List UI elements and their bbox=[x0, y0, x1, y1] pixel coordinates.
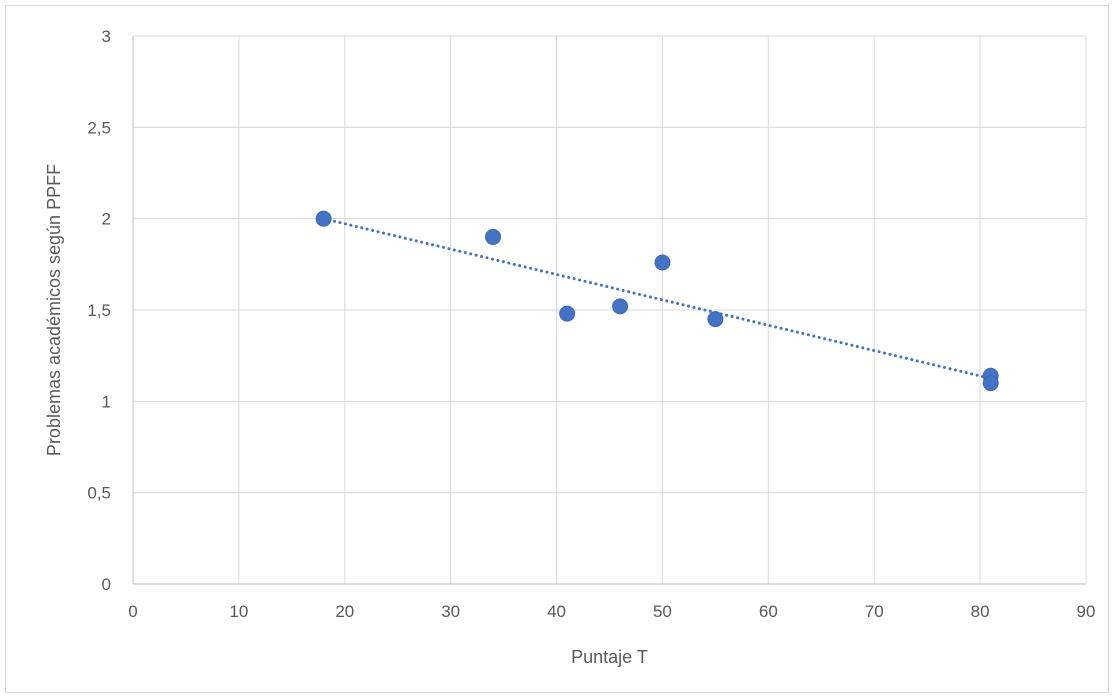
data-point bbox=[612, 298, 629, 315]
x-tick-label: 80 bbox=[971, 602, 990, 621]
y-tick-label: 2 bbox=[102, 210, 111, 229]
x-tick-label: 40 bbox=[547, 602, 566, 621]
x-tick-label: 90 bbox=[1077, 602, 1096, 621]
y-tick-label: 0,5 bbox=[87, 484, 111, 503]
y-tick-label: 0 bbox=[102, 575, 111, 594]
x-tick-label: 10 bbox=[229, 602, 248, 621]
x-axis-title: Puntaje T bbox=[571, 647, 648, 667]
y-tick-labels: 0 0,5 1 1,5 2 2,5 3 bbox=[87, 27, 111, 594]
data-point bbox=[485, 228, 502, 245]
y-tick-label: 1 bbox=[102, 392, 111, 411]
data-point bbox=[315, 210, 332, 227]
x-tick-label: 0 bbox=[128, 602, 137, 621]
grid-lines bbox=[133, 35, 1087, 584]
x-tick-labels: 0 10 20 30 40 50 60 70 80 90 bbox=[128, 602, 1095, 621]
data-point bbox=[707, 311, 724, 328]
y-tick-label: 2,5 bbox=[87, 118, 111, 137]
data-point bbox=[982, 375, 999, 392]
x-tick-label: 60 bbox=[759, 602, 778, 621]
x-tick-label: 20 bbox=[335, 602, 354, 621]
axes bbox=[132, 36, 1086, 585]
trendline bbox=[322, 217, 993, 380]
y-tick-label: 3 bbox=[102, 27, 111, 46]
y-axis-title: Problemas académicos según PPFF bbox=[44, 164, 64, 456]
data-points bbox=[315, 210, 999, 392]
x-tick-label: 50 bbox=[653, 602, 672, 621]
data-point bbox=[654, 254, 671, 271]
y-tick-label: 1,5 bbox=[87, 301, 111, 320]
trendline-layer bbox=[322, 217, 993, 380]
x-tick-label: 70 bbox=[865, 602, 884, 621]
data-point bbox=[559, 305, 576, 322]
x-tick-label: 30 bbox=[441, 602, 460, 621]
